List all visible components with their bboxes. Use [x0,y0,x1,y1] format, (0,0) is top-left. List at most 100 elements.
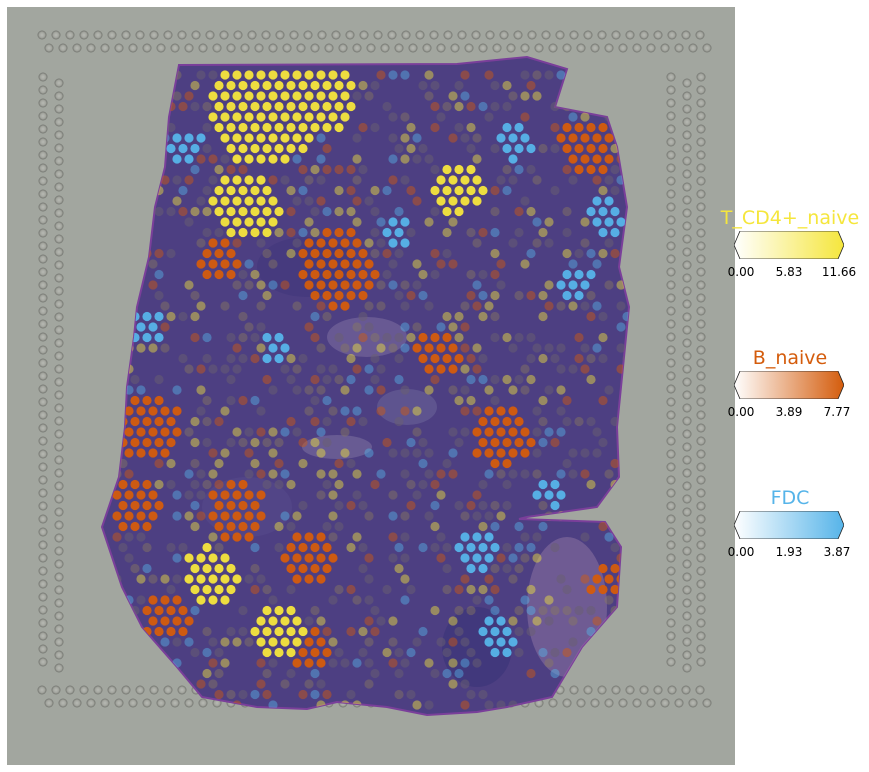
spot [406,227,416,238]
spot [136,448,146,458]
spot [238,101,248,112]
spot [220,658,230,668]
spot [514,374,524,385]
colorbar-b-naive [734,371,844,399]
spot [154,479,164,490]
spot [166,143,176,154]
fiducial-spot [38,579,48,589]
fiducial-spot [696,592,706,602]
spot [490,143,500,154]
spot [484,112,494,122]
spot [322,227,332,238]
spot [184,364,194,374]
spot [154,500,164,511]
fiducial-spot [170,698,180,708]
fiducial-spot [100,43,110,53]
spot [196,70,206,80]
spot [226,521,236,532]
fiducial-spot [54,182,64,192]
spot [532,490,542,500]
fiducial-spot [696,111,706,121]
fiducial-spot [696,98,706,108]
spot [214,185,224,196]
spot [562,143,572,154]
fiducial-spot [666,345,676,355]
spot [262,437,272,448]
spot [580,112,590,122]
spot [472,595,482,605]
fiducial-spot [527,30,537,40]
spot [250,521,260,532]
spot [208,259,218,269]
spot [592,448,602,458]
spot [310,311,320,322]
spot [262,374,272,385]
fiducial-spot [38,85,48,95]
spot [400,217,410,227]
spot [292,70,302,80]
spot [466,584,476,595]
spot [466,500,476,511]
spot [448,91,458,101]
spot [238,206,248,217]
spot [304,280,314,290]
spot [490,311,500,322]
spot [292,385,302,395]
spot [370,353,380,364]
fiducial-spot [674,43,684,53]
spot [364,91,374,101]
spot [322,647,332,658]
fiducial-spot [310,43,320,53]
spot [334,269,344,280]
spot [256,679,266,689]
spot [490,206,500,217]
spot [208,154,218,164]
spot [322,416,332,427]
spot [454,101,464,112]
spot [298,353,308,364]
fiducial-spot [184,43,194,53]
spot [208,595,218,605]
spot [520,595,530,605]
spot [232,343,242,353]
spot [364,637,374,647]
spot [610,206,620,217]
spot [478,311,488,322]
spot [352,217,362,227]
spot [514,227,524,238]
fiducial-spot [569,685,579,695]
spot [310,227,320,238]
spot [214,416,224,427]
fiducial-spot [682,351,692,361]
spot [268,700,278,710]
spot [514,647,524,658]
spot [190,563,200,574]
spot [364,196,374,206]
spot [502,80,512,91]
fiducial-spot [666,176,676,186]
spot [292,427,302,437]
fiducial-spot [38,605,48,615]
spot [430,164,440,175]
spot [616,322,626,332]
spot [490,395,500,406]
spot [142,416,152,427]
spot [286,101,296,112]
spot [490,437,500,448]
spot [460,301,470,311]
spot [430,479,440,490]
spot [280,511,290,521]
spot [436,637,446,647]
spot [460,196,470,206]
spot [442,101,452,112]
spot [334,164,344,175]
spot [310,437,320,448]
spot [502,143,512,154]
spot [208,574,218,584]
spot [196,679,206,689]
spot [298,185,308,196]
fiducial-spot [54,247,64,257]
spot [292,364,302,374]
fiducial-spot [666,488,676,498]
spot [274,332,284,343]
